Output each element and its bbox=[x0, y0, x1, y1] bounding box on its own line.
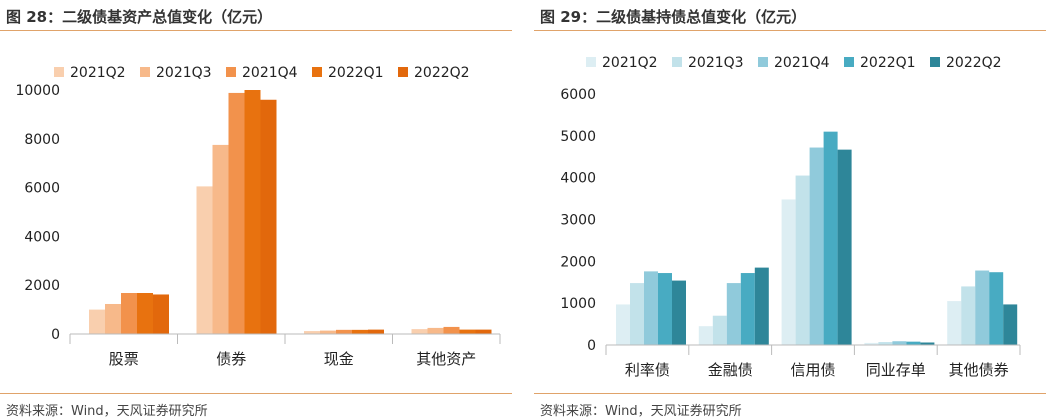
legend-swatch bbox=[586, 57, 596, 67]
bar bbox=[105, 303, 121, 334]
y-tick-label: 4000 bbox=[560, 171, 596, 187]
bar bbox=[320, 330, 336, 334]
x-tick-label: 股票 bbox=[109, 350, 139, 368]
x-tick-label: 利率债 bbox=[625, 361, 670, 379]
title-divider bbox=[0, 30, 512, 31]
bar bbox=[712, 315, 727, 345]
y-tick-label: 3000 bbox=[560, 213, 596, 229]
bar bbox=[368, 329, 384, 334]
source-note: 资料来源：Wind，天风证券研究所 bbox=[540, 404, 742, 419]
y-tick-label: 0 bbox=[587, 338, 596, 354]
title-divider bbox=[534, 30, 1046, 31]
y-tick-label: 8000 bbox=[24, 132, 60, 148]
legend-label: 2022Q1 bbox=[328, 65, 384, 81]
bar bbox=[153, 294, 169, 334]
bar bbox=[740, 273, 755, 345]
y-tick-label: 1000 bbox=[560, 296, 596, 312]
bar bbox=[228, 92, 245, 334]
bar bbox=[89, 309, 105, 334]
legend-label: 2021Q4 bbox=[774, 55, 830, 71]
bar bbox=[443, 326, 460, 334]
y-tick-label: 6000 bbox=[24, 181, 60, 197]
legend-label: 2021Q4 bbox=[242, 65, 298, 81]
y-tick-label: 6000 bbox=[560, 87, 596, 103]
bar bbox=[336, 329, 352, 334]
x-tick-label: 其他债券 bbox=[949, 361, 1009, 379]
figure-title: 图 29：二级债基持债总值变化（亿元） bbox=[540, 8, 807, 26]
bar bbox=[427, 327, 444, 334]
legend-label: 2022Q2 bbox=[946, 55, 1002, 71]
bar bbox=[475, 329, 492, 334]
figure-title: 图 28：二级债基资产总值变化（亿元） bbox=[6, 8, 273, 26]
bar-chart-bond-holdings: 0 1000 2000 3000 4000 5000 6000 利率债 金融债 信用债 同业存单 其他… bbox=[560, 55, 1021, 379]
bar bbox=[411, 329, 428, 334]
legend-label: 2021Q3 bbox=[688, 55, 744, 71]
legend-swatch bbox=[672, 57, 682, 67]
bar bbox=[754, 267, 769, 345]
bar bbox=[947, 301, 962, 345]
bar bbox=[781, 199, 796, 345]
source-note: 资料来源：Wind，天风证券研究所 bbox=[6, 404, 208, 419]
legend-label: 2022Q1 bbox=[860, 55, 916, 71]
bar bbox=[137, 293, 153, 334]
x-tick-label: 金融债 bbox=[708, 361, 753, 379]
x-tick-label: 同业存单 bbox=[866, 361, 926, 379]
y-tick-label: 5000 bbox=[560, 129, 596, 145]
legend-swatch bbox=[930, 57, 940, 67]
y-tick-label: 2000 bbox=[560, 254, 596, 270]
x-tick-label: 其他资产 bbox=[416, 350, 476, 368]
y-tick-label: 2000 bbox=[24, 278, 60, 294]
legend-label: 2021Q3 bbox=[156, 65, 212, 81]
bar bbox=[352, 329, 368, 334]
bar bbox=[837, 149, 852, 345]
x-tick-label: 债券 bbox=[216, 350, 246, 368]
legend-swatch bbox=[312, 67, 322, 77]
bar bbox=[795, 175, 810, 345]
bar bbox=[975, 270, 990, 345]
y-tick-label: 0 bbox=[51, 327, 60, 343]
legend-swatch bbox=[844, 57, 854, 67]
bar bbox=[892, 341, 907, 345]
bar bbox=[809, 147, 824, 345]
bar bbox=[459, 329, 476, 334]
bar bbox=[1003, 304, 1018, 345]
bar bbox=[260, 99, 277, 334]
bar bbox=[920, 342, 935, 345]
y-tick-label: 4000 bbox=[24, 229, 60, 245]
bar bbox=[658, 273, 672, 345]
bar bbox=[616, 304, 630, 345]
bar bbox=[121, 293, 137, 334]
bar bbox=[989, 272, 1004, 345]
chart-panel-right: 图 29：二级债基持债总值变化（亿元） 0 1000 2000 3000 4000 500… bbox=[534, 0, 1046, 419]
bar bbox=[906, 341, 921, 345]
bar bbox=[672, 280, 686, 345]
legend-label: 2021Q2 bbox=[602, 55, 658, 71]
source-divider bbox=[0, 393, 512, 394]
bar bbox=[212, 144, 229, 334]
chart-panel-left: 图 28：二级债基资产总值变化（亿元） 0 2000 4000 6000 8000 100… bbox=[0, 0, 512, 419]
x-tick-label: 现金 bbox=[324, 350, 354, 368]
legend-swatch bbox=[758, 57, 768, 67]
bar bbox=[630, 283, 644, 345]
x-tick-label: 信用债 bbox=[790, 361, 835, 379]
bar bbox=[823, 131, 838, 345]
bar-chart-asset-value: 0 2000 4000 6000 8000 10000 股票 债券 现金 其他资产 2021Q2 20… bbox=[15, 65, 501, 368]
legend-label: 2021Q2 bbox=[70, 65, 126, 81]
bar bbox=[698, 326, 713, 345]
bar bbox=[644, 271, 658, 345]
bar bbox=[304, 331, 320, 334]
legend-swatch bbox=[398, 67, 408, 77]
bar bbox=[878, 342, 893, 345]
bar bbox=[196, 186, 213, 334]
source-divider bbox=[534, 393, 1046, 394]
bar bbox=[961, 286, 976, 345]
legend-label: 2022Q2 bbox=[414, 65, 470, 81]
legend-swatch bbox=[54, 67, 64, 77]
y-tick-label: 10000 bbox=[15, 83, 60, 99]
bar bbox=[864, 342, 879, 345]
bar bbox=[244, 90, 261, 334]
bar bbox=[726, 283, 741, 345]
legend-swatch bbox=[140, 67, 150, 77]
legend-swatch bbox=[226, 67, 236, 77]
